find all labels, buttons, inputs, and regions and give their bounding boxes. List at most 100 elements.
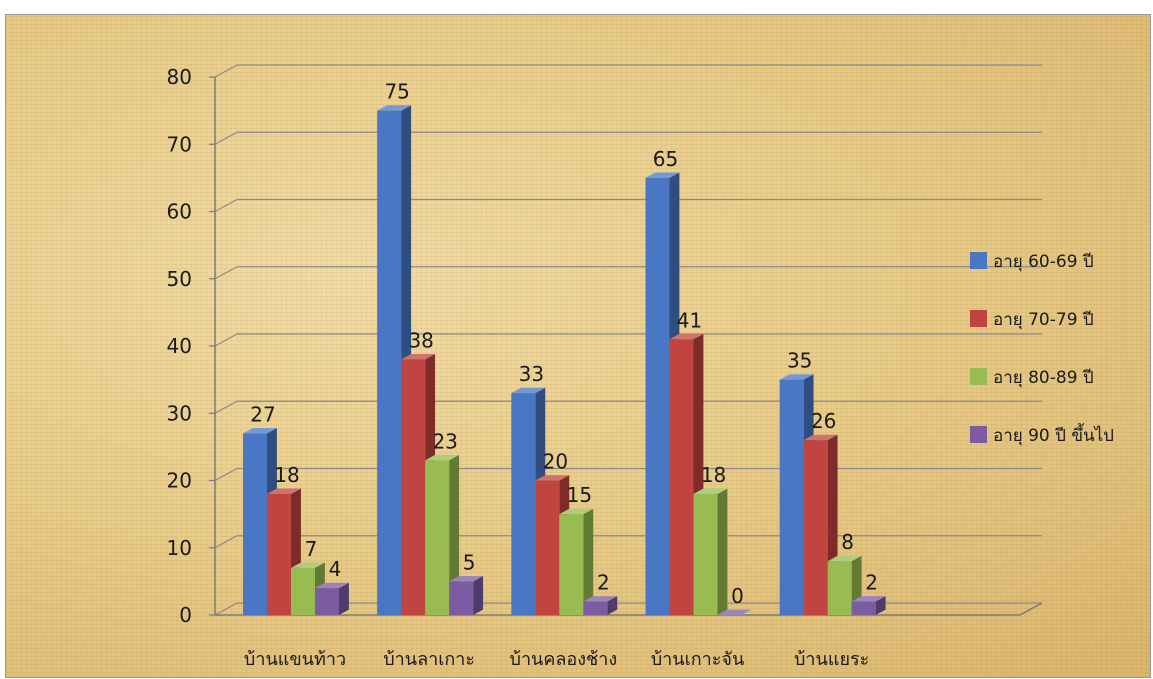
bar-top <box>243 428 277 434</box>
data-label: 26 <box>811 409 836 433</box>
bar-front <box>401 359 426 615</box>
legend-label: อายุ 70-79 ปี <box>993 310 1094 330</box>
bar <box>693 488 728 615</box>
data-label: 65 <box>653 147 678 171</box>
x-tick-label: บ้านเกาะจัน <box>651 649 745 670</box>
data-label: 18 <box>274 463 299 487</box>
bar-front <box>315 588 339 615</box>
bar-side <box>449 454 460 615</box>
x-tick-label: บ้านแขนท้าว <box>244 649 346 670</box>
bar-top <box>559 508 594 515</box>
y-tick-label: 80 <box>167 65 192 89</box>
bar-front <box>267 493 291 615</box>
data-label: 33 <box>519 362 544 386</box>
x-tick-label: บ้านแยระ <box>794 649 869 670</box>
bar-top <box>401 354 436 360</box>
bar-top <box>291 562 325 568</box>
bar <box>559 508 594 615</box>
gridline-depth <box>214 602 238 616</box>
gridline-depth <box>214 333 238 347</box>
gridline-depth <box>214 400 238 414</box>
bar-front <box>377 110 402 615</box>
data-label: 4 <box>329 557 342 581</box>
bar-front <box>559 514 584 615</box>
bar-top <box>425 454 460 461</box>
bar-top <box>583 596 618 602</box>
bar-top <box>377 105 412 111</box>
bar-front <box>827 561 852 615</box>
bar-top <box>645 172 680 178</box>
bar-front <box>511 393 536 615</box>
data-label: 35 <box>787 349 812 373</box>
data-label: 18 <box>701 463 726 487</box>
legend-swatch <box>970 368 987 385</box>
data-label: 38 <box>408 328 433 352</box>
bar-side <box>875 596 886 615</box>
bar-front <box>243 433 267 615</box>
bar-front <box>779 379 804 615</box>
bar-front <box>291 567 315 615</box>
bar-front <box>693 493 718 615</box>
legend-label: อายุ 80-89 ปี <box>993 368 1094 388</box>
y-tick-label: 50 <box>167 267 192 291</box>
bar-top <box>449 575 484 582</box>
bar-top <box>315 582 349 589</box>
y-tick-label: 0 <box>179 603 192 627</box>
bar-top <box>803 434 838 441</box>
legend-swatch <box>970 310 987 327</box>
data-label: 0 <box>731 584 744 608</box>
gridlines <box>214 64 1042 616</box>
bar-side <box>583 508 594 615</box>
bar-front <box>851 601 876 615</box>
y-tick-label: 60 <box>167 200 192 224</box>
bar <box>717 609 752 615</box>
data-label: 8 <box>841 530 854 554</box>
bar <box>315 582 349 615</box>
bar-front <box>425 460 450 615</box>
legend-swatch <box>970 252 987 269</box>
bar-front <box>669 339 694 615</box>
y-tick-label: 20 <box>167 469 192 493</box>
y-tick-label: 10 <box>167 536 192 560</box>
y-tick-label: 70 <box>167 132 192 156</box>
floor-edge <box>1019 602 1043 616</box>
bar-top <box>717 609 752 615</box>
legend-swatch <box>970 426 987 443</box>
bar-top <box>511 387 546 394</box>
data-label: 27 <box>250 402 275 426</box>
bar-top <box>851 596 886 602</box>
y-tick-labels: 0 10 20 30 40 50 60 70 80 <box>167 65 215 627</box>
x-tick-label: บ้านคลองช้าง <box>510 649 618 670</box>
data-label: 23 <box>432 429 457 453</box>
data-label: 7 <box>305 537 318 561</box>
legend-label: อายุ 90 ปี ขึ้นไป <box>993 423 1114 446</box>
gridline-depth <box>214 535 238 549</box>
bar-front <box>449 581 474 615</box>
data-label: 20 <box>543 450 568 474</box>
bar-top <box>693 488 728 494</box>
gridline-depth <box>214 64 238 78</box>
legend-label: อายุ 60-69 ปี <box>993 252 1094 272</box>
data-label: 15 <box>567 483 592 507</box>
legend: อายุ 60-69 ปีอายุ 70-79 ปีอายุ 80-89 ปีอ… <box>970 252 1114 446</box>
y-tick-label: 30 <box>167 401 192 425</box>
bar-side <box>339 582 349 615</box>
bar-front <box>535 480 560 615</box>
data-label: 75 <box>384 80 409 104</box>
gridline-depth <box>214 467 238 482</box>
x-tick-label: บ้านลาเกาะ <box>383 649 475 670</box>
y-tick-label: 40 <box>167 334 192 358</box>
gridline-depth <box>214 266 238 280</box>
bar-front <box>803 440 828 615</box>
bar-top <box>827 555 862 562</box>
gridline-depth <box>214 198 238 213</box>
bar-front <box>645 177 670 615</box>
bar-top <box>535 475 570 481</box>
data-label: 2 <box>597 571 610 595</box>
gridline-depth <box>214 131 238 145</box>
bar-side <box>473 575 484 615</box>
bar <box>851 596 886 615</box>
bar-side <box>717 488 728 615</box>
bars <box>243 105 886 615</box>
